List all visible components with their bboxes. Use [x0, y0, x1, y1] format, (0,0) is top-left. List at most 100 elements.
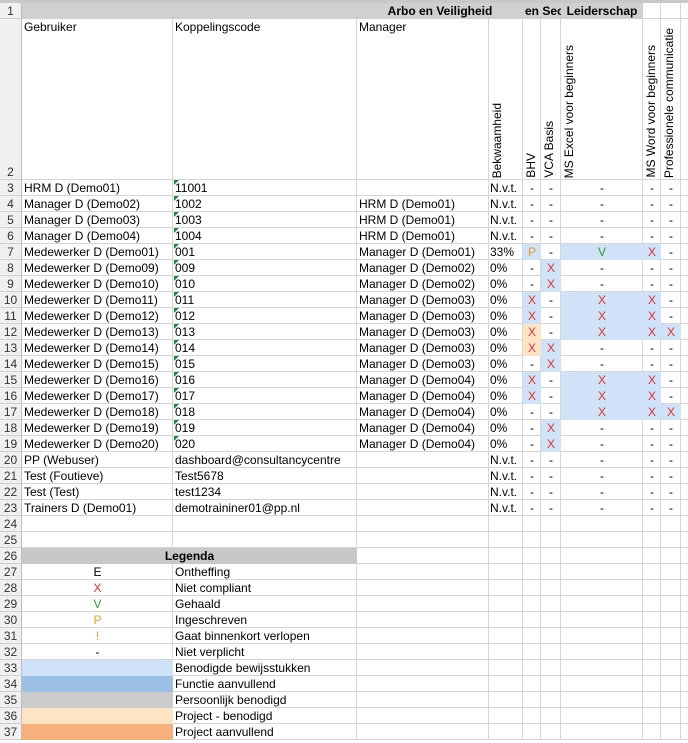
- cell[interactable]: [22, 324, 173, 340]
- cell[interactable]: [22, 564, 173, 580]
- cell[interactable]: [523, 212, 541, 228]
- cell[interactable]: [357, 580, 489, 596]
- cell[interactable]: [173, 308, 357, 324]
- cell[interactable]: [357, 212, 489, 228]
- cell[interactable]: [173, 19, 357, 180]
- cell[interactable]: [541, 580, 561, 596]
- cell[interactable]: [541, 196, 561, 212]
- cell[interactable]: [173, 484, 357, 500]
- cell[interactable]: [22, 532, 173, 548]
- cell[interactable]: [357, 516, 489, 532]
- cell[interactable]: [681, 724, 688, 740]
- cell[interactable]: [357, 180, 489, 196]
- cell[interactable]: [681, 196, 688, 212]
- cell[interactable]: [173, 628, 357, 644]
- cell[interactable]: [22, 628, 173, 644]
- cell[interactable]: [357, 292, 489, 308]
- cell[interactable]: [173, 532, 357, 548]
- cell[interactable]: [661, 388, 681, 404]
- cell[interactable]: [357, 276, 489, 292]
- cell[interactable]: [489, 548, 523, 564]
- cell[interactable]: [561, 660, 643, 676]
- cell[interactable]: [661, 484, 681, 500]
- cell[interactable]: [681, 468, 688, 484]
- cell[interactable]: [541, 708, 561, 724]
- cell[interactable]: [357, 468, 489, 484]
- cell[interactable]: [489, 436, 523, 452]
- cell[interactable]: [661, 500, 681, 516]
- cell[interactable]: [22, 580, 173, 596]
- cell[interactable]: [523, 484, 541, 500]
- cell[interactable]: [173, 260, 357, 276]
- cell[interactable]: [523, 228, 541, 244]
- cell[interactable]: [661, 708, 681, 724]
- cell[interactable]: [541, 228, 561, 244]
- cell[interactable]: [22, 420, 173, 436]
- cell[interactable]: [561, 516, 643, 532]
- cell[interactable]: [643, 676, 661, 692]
- cell[interactable]: [523, 356, 541, 372]
- cell[interactable]: [489, 676, 523, 692]
- cell[interactable]: [22, 516, 173, 532]
- cell[interactable]: [173, 372, 357, 388]
- cell[interactable]: [489, 19, 523, 180]
- cell[interactable]: [643, 228, 661, 244]
- cell[interactable]: [661, 660, 681, 676]
- cell[interactable]: [561, 276, 643, 292]
- cell[interactable]: [357, 244, 489, 260]
- cell[interactable]: [561, 468, 643, 484]
- cell[interactable]: [561, 532, 643, 548]
- cell[interactable]: [357, 324, 489, 340]
- cell[interactable]: [661, 628, 681, 644]
- cell[interactable]: [643, 612, 661, 628]
- cell[interactable]: [561, 484, 643, 500]
- cell[interactable]: [681, 388, 688, 404]
- cell[interactable]: [643, 500, 661, 516]
- cell[interactable]: [357, 436, 489, 452]
- cell[interactable]: [173, 500, 357, 516]
- cell[interactable]: [22, 308, 173, 324]
- cell[interactable]: [661, 644, 681, 660]
- cell[interactable]: [681, 340, 688, 356]
- cell[interactable]: [661, 180, 681, 196]
- cell[interactable]: [561, 548, 643, 564]
- cell[interactable]: [22, 260, 173, 276]
- cell[interactable]: [22, 388, 173, 404]
- cell[interactable]: [681, 596, 688, 612]
- cell[interactable]: [523, 196, 541, 212]
- cell[interactable]: [523, 564, 541, 580]
- cell[interactable]: [489, 452, 523, 468]
- cell[interactable]: [661, 19, 681, 180]
- cell[interactable]: [541, 532, 561, 548]
- cell[interactable]: [22, 596, 173, 612]
- cell[interactable]: [523, 532, 541, 548]
- cell[interactable]: [661, 452, 681, 468]
- cell[interactable]: [541, 324, 561, 340]
- cell[interactable]: [523, 692, 541, 708]
- cell[interactable]: [489, 276, 523, 292]
- cell[interactable]: [561, 724, 643, 740]
- cell[interactable]: [523, 420, 541, 436]
- cell[interactable]: [643, 724, 661, 740]
- cell[interactable]: [489, 324, 523, 340]
- cell[interactable]: [357, 260, 489, 276]
- cell[interactable]: [561, 356, 643, 372]
- cell[interactable]: [22, 484, 173, 500]
- cell[interactable]: [681, 692, 688, 708]
- cell[interactable]: [541, 484, 561, 500]
- cell[interactable]: [173, 468, 357, 484]
- cell[interactable]: [541, 308, 561, 324]
- cell[interactable]: [489, 468, 523, 484]
- cell[interactable]: [661, 420, 681, 436]
- cell[interactable]: [661, 276, 681, 292]
- cell[interactable]: [173, 340, 357, 356]
- cell[interactable]: [681, 276, 688, 292]
- cell[interactable]: [661, 580, 681, 596]
- cell[interactable]: [173, 292, 357, 308]
- cell[interactable]: [357, 676, 489, 692]
- cell[interactable]: [643, 212, 661, 228]
- cell[interactable]: [541, 612, 561, 628]
- cell[interactable]: [541, 564, 561, 580]
- cell[interactable]: [173, 612, 357, 628]
- cell[interactable]: [22, 228, 173, 244]
